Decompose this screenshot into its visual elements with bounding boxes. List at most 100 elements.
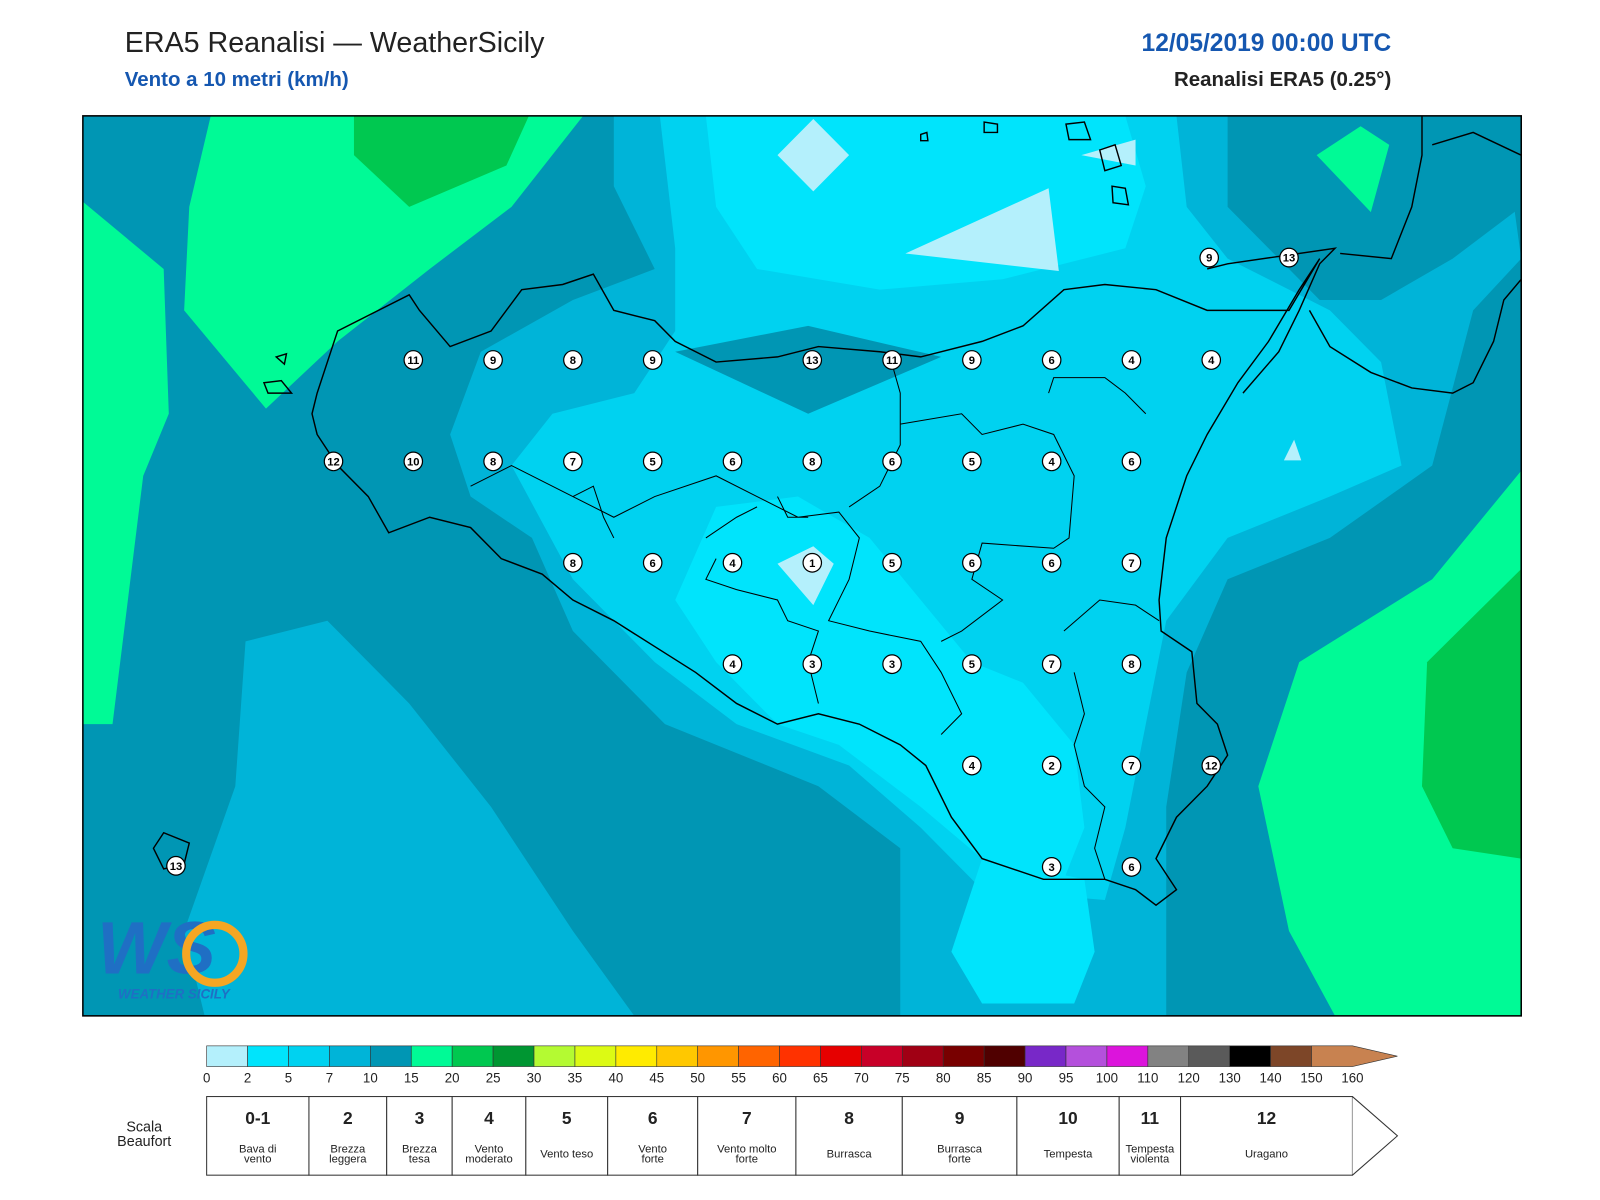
station-marker <box>642 552 663 573</box>
colorbar-tick-label: 80 <box>936 1070 951 1085</box>
station-value: 4 <box>1128 355 1135 367</box>
beaufort-name: Vento teso <box>540 1148 593 1160</box>
station-marker <box>1121 451 1142 472</box>
stations: 11 9 8 9 13 11 9 6 4 4 12 10 8 7 5 6 8 6 5 4 6 8 6 4 1 5 6 6 7 4 3 3 5 7 8… <box>166 247 1299 877</box>
beaufort-cell <box>1016 1096 1120 1176</box>
colorbar-tick-label: 40 <box>608 1070 623 1085</box>
colorbar-tick-label: 7 <box>326 1070 333 1085</box>
contour <box>184 115 584 409</box>
station-value: 5 <box>650 456 656 468</box>
station-marker <box>1279 247 1299 268</box>
station-value: 9 <box>1206 253 1212 265</box>
station-value: 6 <box>969 558 975 570</box>
beaufort-force: 11 <box>1141 1108 1160 1128</box>
colorbar-tick-label: 160 <box>1341 1070 1363 1085</box>
colorbar-tick-label: 45 <box>649 1070 664 1085</box>
station-value: 4 <box>1208 355 1215 367</box>
station-value: 13 <box>170 861 183 873</box>
colorbar-segment <box>1229 1045 1271 1067</box>
station-marker <box>962 451 982 472</box>
beaufort-force: 8 <box>844 1108 854 1128</box>
station-marker <box>962 350 982 370</box>
station-marker <box>802 552 823 573</box>
station-marker <box>642 451 663 472</box>
station-value: 4 <box>729 659 736 671</box>
colorbar-tick-label: 35 <box>568 1070 583 1085</box>
station-value: 9 <box>490 355 496 367</box>
colorbar-segment <box>1065 1045 1108 1067</box>
logo-name: WEATHER SICILY <box>118 987 231 1002</box>
station-marker <box>166 855 186 876</box>
colorbar-tick-label: 60 <box>772 1070 787 1085</box>
title: ERA5 Reanalisi — WeatherSicily <box>125 27 545 59</box>
station-marker <box>1041 350 1062 370</box>
colorbar-tick-label: 140 <box>1260 1070 1282 1085</box>
contour <box>777 118 1302 606</box>
station-marker <box>802 654 823 675</box>
station-marker <box>722 654 743 675</box>
station-value: 3 <box>889 659 895 671</box>
station-marker <box>962 654 982 675</box>
beaufort-name: Brezza <box>330 1143 366 1155</box>
contour <box>1421 568 1522 859</box>
map-frame <box>82 115 1522 1017</box>
beaufort-cell <box>308 1096 388 1176</box>
colorbar-tick-label: 130 <box>1219 1070 1241 1085</box>
station-value: 7 <box>1128 761 1134 773</box>
colorbar-tick-label: 15 <box>404 1070 419 1085</box>
station-value: 6 <box>1049 558 1055 570</box>
colorbar-segment <box>861 1045 903 1067</box>
colorbar-segment <box>1311 1045 1398 1067</box>
colorbar-tick-label: 5 <box>285 1070 292 1085</box>
colorbar-segment <box>574 1045 617 1067</box>
beaufort-name: Vento molto <box>717 1143 776 1155</box>
colorbar-segment <box>738 1045 780 1067</box>
beaufort-name: tesa <box>409 1154 431 1166</box>
contours <box>82 115 1522 1016</box>
station-value: 9 <box>650 355 656 367</box>
coastline <box>152 115 1522 907</box>
station-marker <box>563 350 583 370</box>
beaufort-name: forte <box>948 1154 970 1166</box>
station-marker <box>722 451 743 472</box>
station-value: 7 <box>570 456 576 468</box>
colorbar-tick-label: 90 <box>1018 1070 1033 1085</box>
colorbar-tick-label: 150 <box>1300 1070 1322 1085</box>
beaufort-name: Brezza <box>402 1143 438 1155</box>
colorbar-tick-label: 0 <box>203 1070 210 1085</box>
station-value: 8 <box>809 456 815 468</box>
station-marker <box>1041 856 1062 877</box>
beaufort-cell <box>206 1096 310 1176</box>
beaufort-cell <box>386 1096 453 1176</box>
station-value: 8 <box>490 456 496 468</box>
station-marker <box>1201 350 1222 370</box>
station-marker <box>1121 654 1142 675</box>
beaufort-force: 10 <box>1058 1108 1077 1128</box>
station-value: 13 <box>806 355 819 367</box>
contour <box>675 496 1085 880</box>
calabria-coast <box>1206 247 1338 394</box>
logo: WS WEATHER SICILY <box>97 906 248 1002</box>
station-value: 4 <box>1049 456 1056 468</box>
station-value: 6 <box>729 456 735 468</box>
colorbar-tick-label: 70 <box>854 1070 869 1085</box>
colorbar-segment <box>410 1045 453 1067</box>
beaufort-force: 7 <box>742 1108 752 1128</box>
station-value: 12 <box>327 456 340 468</box>
beaufort-name: forte <box>736 1154 758 1166</box>
colorbar-segment <box>206 1045 248 1067</box>
colorbar-segment <box>1270 1045 1312 1067</box>
colorbar-segment <box>942 1045 985 1067</box>
station-marker <box>962 552 982 573</box>
colorbar-segment <box>288 1045 330 1067</box>
station-value: 7 <box>1128 558 1134 570</box>
colorbar-segment <box>370 1045 412 1067</box>
station-value: 7 <box>1049 659 1055 671</box>
station-marker <box>403 451 424 472</box>
calabria-coast <box>1308 278 1522 394</box>
station-marker <box>403 350 424 370</box>
beaufort-name: forte <box>641 1154 663 1166</box>
beaufort-cell <box>795 1096 903 1176</box>
